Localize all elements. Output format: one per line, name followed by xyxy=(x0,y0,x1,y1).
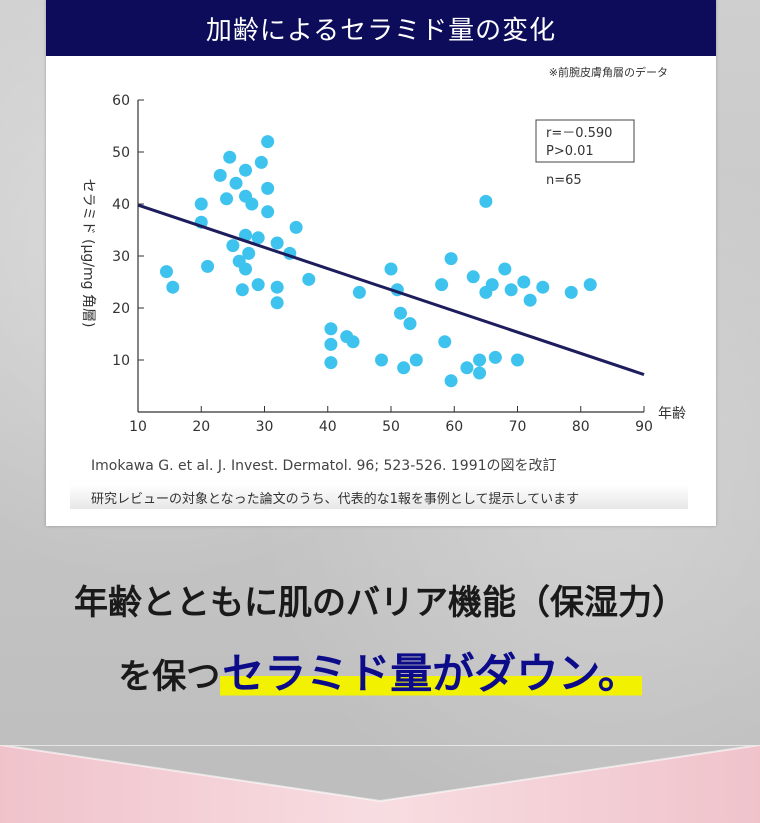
data-point xyxy=(251,231,265,245)
data-point xyxy=(213,168,227,182)
data-point xyxy=(517,275,531,289)
stats-box xyxy=(535,119,635,163)
data-point xyxy=(220,192,234,206)
data-point xyxy=(435,278,449,292)
data-point xyxy=(324,337,338,351)
data-point xyxy=(346,335,360,349)
data-point xyxy=(488,350,502,364)
caption-prefix: を保つ xyxy=(118,657,221,697)
data-point xyxy=(498,262,512,276)
data-point xyxy=(251,278,265,292)
data-point xyxy=(166,280,180,294)
caption-line-1: 年齢とともに肌のバリア機能（保湿力） xyxy=(74,583,686,623)
data-point xyxy=(444,374,458,388)
data-point xyxy=(229,176,243,190)
x-tick-label: 30 xyxy=(256,419,274,435)
data-point xyxy=(242,246,256,260)
scatter-chart: 10 20 30 40 50 60 70 80 90 10 20 30 40 50 60 ※前腕皮膚角層のデ… xyxy=(80,65,686,435)
data-point xyxy=(403,317,417,331)
data-point xyxy=(223,150,237,164)
data-point xyxy=(511,353,524,367)
data-point xyxy=(409,353,423,367)
citation: Imokawa G. et al. J. Invest. Dermatol. 9… xyxy=(91,458,557,474)
data-point xyxy=(444,252,458,266)
data-point xyxy=(479,194,493,208)
bottom-decoration xyxy=(0,745,760,823)
x-tick-label: 10 xyxy=(129,419,147,435)
y-axis-label: セラミド (μg/mg 角層) xyxy=(80,179,96,328)
x-tick-label: 20 xyxy=(192,419,210,435)
disclaimer-bar: 研究レビューの対象となった論文のうち、代表的な1報を事例として提示しています xyxy=(70,485,688,509)
data-point xyxy=(523,293,537,307)
caption-line-2: を保つセラミド量がダウン。 xyxy=(0,640,760,701)
data-point xyxy=(536,280,550,294)
data-point xyxy=(460,361,474,375)
data-point xyxy=(324,356,338,370)
scatter-chart-area: 10 20 30 40 50 60 70 80 90 10 20 30 40 50 60 ※前腕皮膚角層のデ… xyxy=(46,56,716,526)
y-tick-label: 10 xyxy=(112,353,130,369)
data-point xyxy=(473,366,487,380)
data-point xyxy=(239,262,253,276)
data-point xyxy=(270,236,284,250)
data-point xyxy=(270,280,284,294)
stats-n: n=65 xyxy=(546,173,582,188)
data-point xyxy=(159,265,173,279)
chart-note: ※前腕皮膚角層のデータ xyxy=(549,65,668,79)
data-point xyxy=(226,239,240,253)
chart-labels: ※前腕皮膚角層のデータ 年齢 セラミド (μg/mg 角層) r=－0.590 … xyxy=(80,65,686,422)
data-point xyxy=(473,353,487,367)
data-point xyxy=(254,155,268,169)
data-point xyxy=(261,135,275,149)
caption-highlight: セラミド量がダウン。 xyxy=(220,649,642,698)
data-point xyxy=(438,335,452,349)
x-tick-label: 80 xyxy=(572,419,590,435)
data-point xyxy=(324,322,338,336)
data-point xyxy=(384,262,398,276)
x-axis-label: 年齢 xyxy=(658,406,686,422)
y-tick-label: 50 xyxy=(112,145,130,161)
data-point xyxy=(397,361,411,375)
data-point xyxy=(239,163,253,177)
data-point xyxy=(261,181,275,195)
x-tick-label: 50 xyxy=(382,419,400,435)
stats-p: P>0.01 xyxy=(546,144,594,159)
data-point xyxy=(194,197,208,211)
x-tick-label: 70 xyxy=(509,419,527,435)
chart-ticks: 10 20 30 40 50 60 70 80 90 10 20 30 40 50 60 xyxy=(112,93,653,435)
x-tick-label: 90 xyxy=(635,419,653,435)
data-point xyxy=(504,283,518,297)
data-point xyxy=(302,272,316,286)
y-tick-label: 60 xyxy=(112,93,130,109)
data-point xyxy=(235,283,249,297)
data-point xyxy=(564,285,578,299)
x-tick-label: 40 xyxy=(319,419,337,435)
chart-regression xyxy=(137,203,645,376)
data-point xyxy=(245,197,259,211)
data-point xyxy=(375,353,389,367)
chart-card: 加齢によるセラミド量の変化 10 20 30 40 50 60 70 80 90 10 20 30 40… xyxy=(46,0,716,526)
chart-title: 加齢によるセラミド量の変化 xyxy=(205,15,557,46)
data-point xyxy=(261,205,275,219)
data-point xyxy=(352,285,366,299)
data-point xyxy=(583,278,597,292)
regression-line xyxy=(137,203,645,376)
data-point xyxy=(485,278,499,292)
data-point xyxy=(289,220,303,234)
x-tick-label: 60 xyxy=(445,419,463,435)
chart-points xyxy=(159,135,597,388)
chart-header: 加齢によるセラミド量の変化 xyxy=(46,0,716,56)
y-tick-label: 30 xyxy=(112,249,130,265)
data-point xyxy=(466,270,480,284)
data-point xyxy=(393,306,407,320)
data-point xyxy=(270,296,284,310)
disclaimer-text: 研究レビューの対象となった論文のうち、代表的な1報を事例として提示しています xyxy=(91,491,580,507)
y-tick-label: 20 xyxy=(112,301,130,317)
stats-r: r=－0.590 xyxy=(546,126,612,141)
y-tick-label: 40 xyxy=(112,197,130,213)
data-point xyxy=(201,259,215,273)
